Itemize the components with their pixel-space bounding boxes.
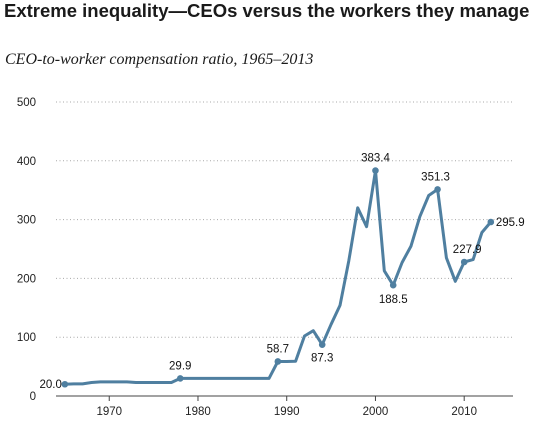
data-point (318, 341, 326, 348)
y-tick-label: 100 (17, 332, 36, 344)
y-tick-label: 200 (17, 273, 36, 285)
data-label: 383.4 (361, 153, 390, 165)
data-point (61, 380, 69, 388)
x-tick-label: 1980 (185, 406, 211, 418)
data-point (372, 167, 379, 174)
x-tick-label: 1970 (96, 406, 122, 418)
y-tick-label: 300 (17, 215, 36, 227)
data-label: 188.5 (379, 294, 408, 306)
data-label: 29.9 (169, 360, 191, 372)
data-label: 227.9 (453, 244, 482, 256)
data-point (389, 281, 397, 289)
data-label: 295.9 (496, 217, 525, 229)
y-tick-label: 500 (17, 97, 36, 109)
y-tick-label: 0 (30, 391, 36, 403)
y-tick-label: 400 (17, 156, 36, 168)
data-point (176, 375, 184, 382)
data-point (434, 186, 441, 193)
x-tick-label: 2000 (363, 406, 389, 418)
data-label: 351.3 (421, 171, 450, 183)
x-tick-label: 1990 (274, 406, 300, 418)
data-point (274, 358, 282, 365)
chart-subtitle: CEO-to-worker compensation ratio, 1965–2… (5, 51, 314, 68)
data-label: 20.0 (39, 379, 61, 391)
data-point (460, 258, 468, 266)
data-point (487, 218, 495, 226)
data-label: 87.3 (311, 353, 333, 365)
x-tick-label: 2010 (451, 406, 477, 418)
chart-title: Extreme inequality—CEOs versus the worke… (4, 0, 530, 21)
data-label: 58.7 (267, 343, 289, 355)
